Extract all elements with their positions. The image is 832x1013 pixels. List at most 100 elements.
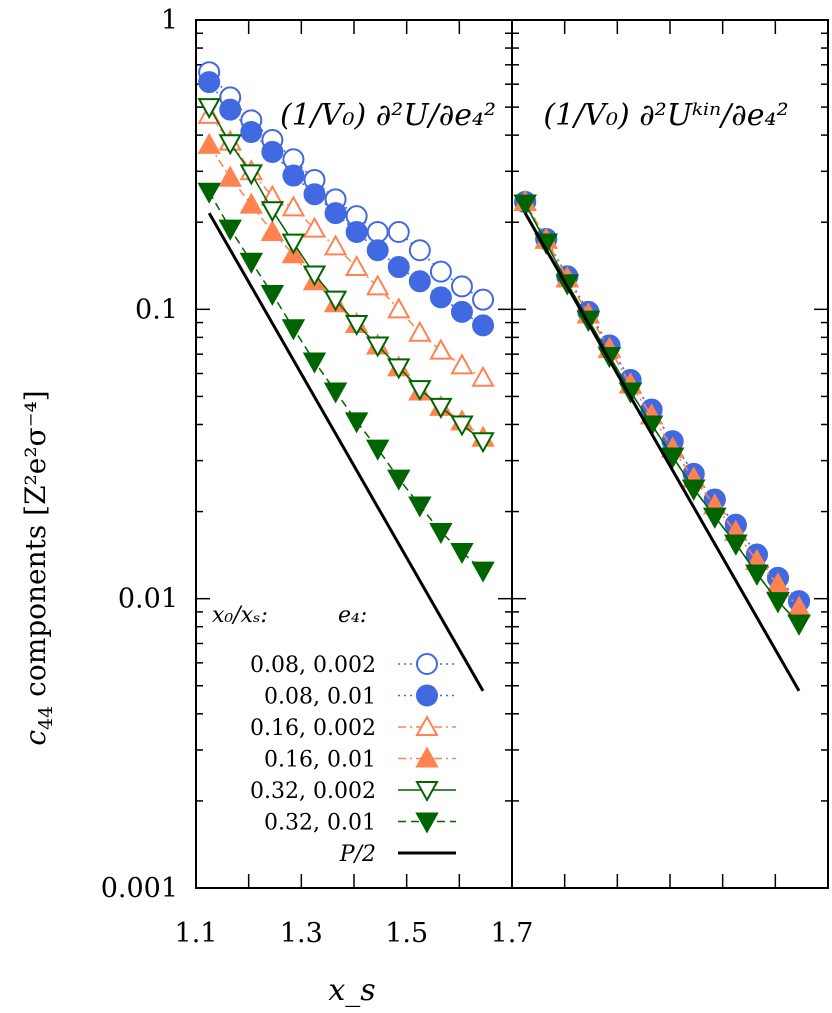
data-point bbox=[387, 297, 411, 319]
data-point bbox=[429, 522, 453, 545]
data-point bbox=[471, 561, 495, 583]
data-point bbox=[323, 290, 348, 312]
data-point bbox=[682, 479, 706, 501]
right-panel bbox=[513, 189, 811, 692]
data-point bbox=[260, 284, 285, 307]
right-panel-annotation: (1/V₀) ∂²Uᵏⁱⁿ/∂e₄² bbox=[543, 98, 788, 133]
data-point bbox=[415, 781, 439, 803]
data-point bbox=[703, 507, 727, 529]
x-tick-label: 1.3 bbox=[280, 918, 323, 949]
data-point bbox=[408, 380, 432, 402]
x-tick-label: 1.7 bbox=[491, 918, 534, 949]
data-point bbox=[513, 194, 537, 216]
data-point bbox=[416, 684, 438, 707]
data-point bbox=[218, 219, 242, 241]
data-point bbox=[323, 382, 348, 404]
data-point bbox=[219, 98, 242, 121]
data-point bbox=[724, 534, 748, 556]
series-line bbox=[524, 201, 800, 602]
data-point bbox=[766, 592, 790, 614]
series-1 bbox=[514, 190, 811, 613]
data-point bbox=[429, 286, 452, 309]
series-line bbox=[207, 212, 485, 692]
left-panel-annotation: (1/V₀) ∂²U/∂e₄² bbox=[280, 98, 496, 133]
data-point bbox=[260, 201, 285, 223]
data-point bbox=[239, 252, 263, 274]
data-point bbox=[366, 221, 389, 244]
data-point bbox=[387, 221, 410, 244]
y-tick-label: 1 bbox=[161, 5, 178, 36]
data-point bbox=[471, 365, 495, 387]
data-point bbox=[408, 496, 432, 518]
left-panel bbox=[197, 61, 495, 692]
data-point bbox=[240, 121, 263, 144]
data-point bbox=[366, 336, 390, 358]
series-line bbox=[208, 191, 484, 572]
data-point bbox=[302, 265, 327, 287]
data-point bbox=[415, 746, 439, 768]
series-6 bbox=[207, 212, 485, 692]
legend-entry-label: 0.08, 0.002 bbox=[250, 653, 376, 678]
legend-entry-label: 0.32, 0.01 bbox=[264, 811, 376, 836]
series-line bbox=[524, 201, 800, 602]
data-point bbox=[387, 469, 411, 491]
legend-entry-label: 0.16, 0.01 bbox=[264, 748, 376, 773]
legend-header-left: x₀/xₛ: bbox=[212, 603, 268, 628]
data-point bbox=[472, 288, 495, 311]
data-point bbox=[366, 274, 390, 296]
series-4 bbox=[197, 98, 495, 454]
series-line bbox=[523, 212, 801, 692]
data-point bbox=[197, 182, 221, 204]
data-point bbox=[366, 239, 389, 262]
legend-entry-label: P/2 bbox=[339, 842, 376, 867]
data-point bbox=[429, 260, 452, 283]
data-point bbox=[282, 164, 305, 187]
data-point bbox=[260, 219, 285, 242]
legend-entry-label: 0.08, 0.01 bbox=[264, 685, 376, 710]
data-point bbox=[450, 415, 474, 437]
data-point bbox=[324, 202, 347, 225]
legend: 0.08, 0.002 0.08, 0.01 0.16, 0.002 0.16, 0.… bbox=[250, 653, 456, 867]
legend-entry-label: 0.32, 0.002 bbox=[250, 779, 376, 804]
data-point bbox=[303, 183, 326, 206]
data-point bbox=[660, 447, 685, 469]
data-point bbox=[344, 412, 369, 434]
data-point bbox=[472, 314, 495, 337]
data-point bbox=[345, 221, 368, 244]
data-point bbox=[198, 71, 221, 94]
data-point bbox=[745, 564, 769, 586]
data-point bbox=[408, 270, 431, 293]
data-point bbox=[197, 98, 221, 120]
data-point bbox=[387, 358, 411, 380]
series-6 bbox=[523, 212, 801, 692]
data-point bbox=[415, 812, 439, 834]
y-tick-label: 0.001 bbox=[101, 873, 178, 904]
data-point bbox=[408, 320, 432, 342]
x-tick-label: 1.5 bbox=[385, 918, 428, 949]
data-point bbox=[450, 300, 473, 323]
data-point bbox=[218, 134, 242, 156]
series-5 bbox=[513, 194, 811, 636]
data-point bbox=[218, 165, 242, 187]
data-point bbox=[408, 239, 431, 262]
data-point bbox=[415, 714, 439, 736]
y-tick-label: 0.1 bbox=[135, 294, 178, 325]
x-tick-label: 1.1 bbox=[175, 918, 218, 949]
data-point bbox=[281, 233, 306, 255]
series-5 bbox=[197, 182, 495, 583]
data-point bbox=[416, 653, 438, 675]
data-point bbox=[450, 353, 474, 375]
data-point bbox=[302, 352, 327, 374]
data-point bbox=[302, 216, 327, 238]
data-point bbox=[239, 192, 263, 214]
y-axis-label: c44 components [Z²e²σ⁻⁴] bbox=[19, 390, 57, 745]
data-point bbox=[281, 319, 306, 341]
data-point bbox=[387, 256, 410, 279]
data-point bbox=[429, 338, 453, 360]
data-point bbox=[344, 254, 369, 277]
data-point bbox=[281, 195, 306, 217]
series-1 bbox=[198, 71, 495, 337]
data-point bbox=[323, 234, 348, 256]
data-point bbox=[787, 614, 811, 636]
